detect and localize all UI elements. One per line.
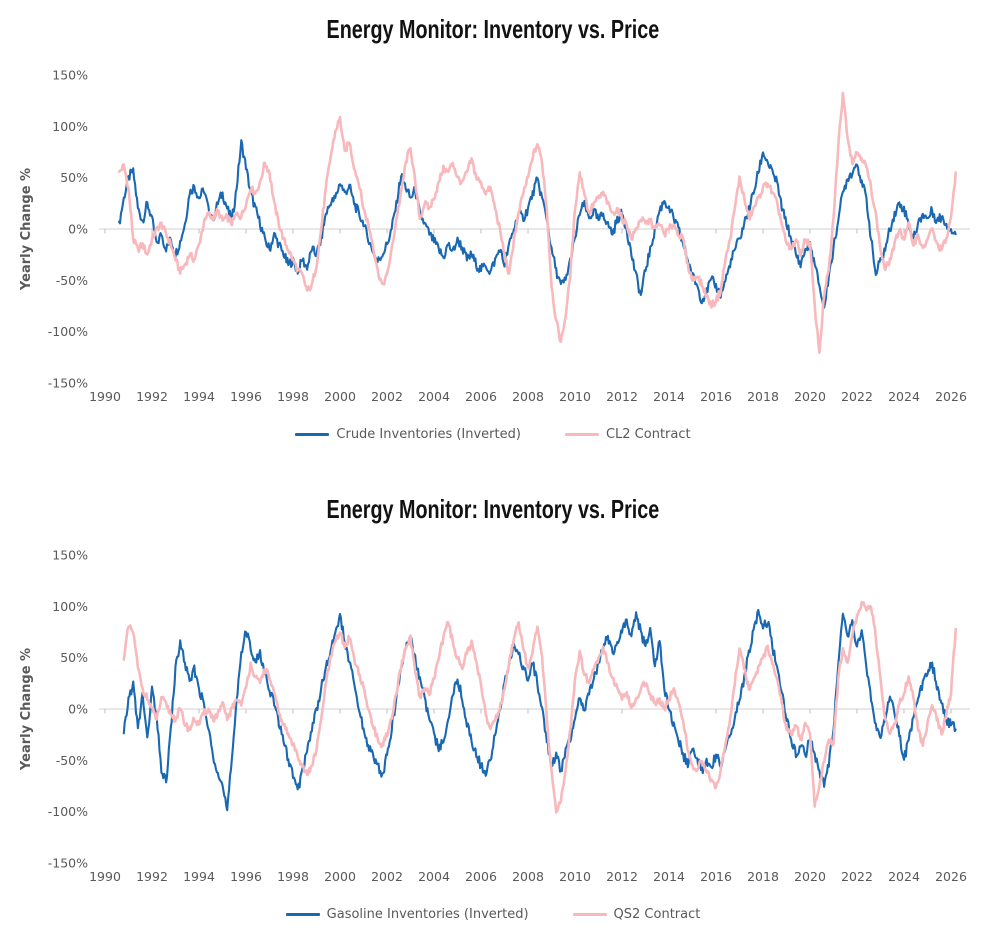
crude-chart-title: Energy Monitor: Inventory vs. Price (0, 14, 986, 45)
x-tick-label: 2012 (606, 869, 638, 884)
legend-label: QS2 Contract (613, 907, 701, 922)
x-tick-label: 2002 (371, 389, 403, 404)
legend-item-qs2-contract: QS2 Contract (572, 907, 701, 922)
y-tick-label: -100% (48, 804, 88, 819)
y-tick-label: 150% (52, 548, 88, 563)
y-axis-title: Yearly Change % (19, 648, 34, 771)
legend-item-crude-inventories-inverted-: Crude Inventories (Inverted) (295, 427, 521, 442)
series-line-qs2-contract (122, 600, 958, 814)
legend-item-gasoline-inventories-inverted-: Gasoline Inventories (Inverted) (285, 907, 529, 922)
crude-legend: Crude Inventories (Inverted) CL2 Contract (0, 427, 986, 442)
x-tick-label: 2020 (794, 869, 826, 884)
x-tick-label: 2000 (324, 389, 356, 404)
legend-line-swatch (564, 433, 599, 436)
legend-label: Crude Inventories (Inverted) (336, 427, 521, 442)
y-tick-label: -150% (48, 375, 88, 390)
x-tick-label: 2022 (841, 389, 873, 404)
x-tick-label: 2026 (935, 389, 967, 404)
x-tick-label: 1990 (89, 869, 121, 884)
x-tick-label: 1990 (89, 389, 121, 404)
series-line-crude-inventories-inverted- (118, 139, 957, 309)
x-tick-label: 2000 (324, 869, 356, 884)
x-tick-label: 2020 (794, 389, 826, 404)
gasoline-legend: Gasoline Inventories (Inverted) QS2 Contr… (0, 907, 986, 922)
crude-plot-area: 150% 100% 50% 0% -50% -100% -150%1990 1992 1994 1… (19, 68, 970, 404)
x-tick-label: 1996 (230, 389, 262, 404)
x-tick-label: 2004 (418, 389, 450, 404)
gasoline-chart-title-text: Energy Monitor: Inventory vs. Price (326, 494, 660, 524)
x-tick-label: 2018 (747, 389, 779, 404)
series-line-gasoline-inventories-inverted- (122, 608, 957, 812)
y-tick-label: -50% (56, 273, 88, 288)
y-tick-label: -50% (56, 753, 88, 768)
y-tick-label: 100% (52, 119, 88, 134)
x-tick-label: 2016 (700, 389, 732, 404)
x-tick-label: 1998 (277, 389, 309, 404)
y-tick-label: 150% (52, 68, 88, 83)
x-tick-label: 2014 (653, 869, 685, 884)
x-tick-label: 2018 (747, 869, 779, 884)
y-tick-label: 50% (60, 650, 88, 665)
x-tick-label: 2006 (465, 869, 497, 884)
y-axis-title: Yearly Change % (19, 168, 34, 291)
x-tick-label: 1994 (183, 869, 215, 884)
x-tick-label: 2008 (512, 389, 544, 404)
legend-label: CL2 Contract (605, 427, 691, 442)
legend-label: Gasoline Inventories (Inverted) (326, 907, 529, 922)
x-tick-label: 1992 (136, 869, 168, 884)
x-tick-label: 2010 (559, 389, 591, 404)
x-tick-label: 1998 (277, 869, 309, 884)
x-tick-label: 2014 (653, 389, 685, 404)
legend-item-cl2-contract: CL2 Contract (564, 427, 691, 442)
gasoline-plot-area: 150% 100% 50% 0% -50% -100% -150%1990 1992 1994 1… (19, 548, 970, 884)
legend-line-swatch (285, 913, 320, 916)
y-tick-label: -150% (48, 855, 88, 870)
x-tick-label: 2024 (888, 869, 920, 884)
x-tick-label: 2002 (371, 869, 403, 884)
gasoline-chart: Energy Monitor: Inventory vs. Price 150%… (0, 480, 986, 944)
y-tick-label: 100% (52, 599, 88, 614)
legend-line-swatch (572, 913, 607, 916)
x-tick-label: 2024 (888, 389, 920, 404)
x-tick-label: 1994 (183, 389, 215, 404)
crude-chart-title-text: Energy Monitor: Inventory vs. Price (326, 14, 660, 44)
x-tick-label: 2012 (606, 389, 638, 404)
x-tick-label: 2008 (512, 869, 544, 884)
x-tick-label: 1992 (136, 389, 168, 404)
legend-line-swatch (295, 433, 330, 436)
gasoline-chart-title: Energy Monitor: Inventory vs. Price (0, 494, 986, 525)
x-tick-label: 2016 (700, 869, 732, 884)
x-tick-label: 2010 (559, 869, 591, 884)
x-tick-label: 2022 (841, 869, 873, 884)
x-tick-label: 1996 (230, 869, 262, 884)
y-tick-label: 0% (68, 702, 88, 717)
y-tick-label: -100% (48, 324, 88, 339)
crude-chart: Energy Monitor: Inventory vs. Price 150%… (0, 14, 986, 442)
x-tick-label: 2026 (935, 869, 967, 884)
x-tick-label: 2006 (465, 389, 497, 404)
x-tick-label: 2004 (418, 869, 450, 884)
series-line-cl2-contract (117, 91, 958, 355)
y-tick-label: 50% (60, 170, 88, 185)
y-tick-label: 0% (68, 222, 88, 237)
